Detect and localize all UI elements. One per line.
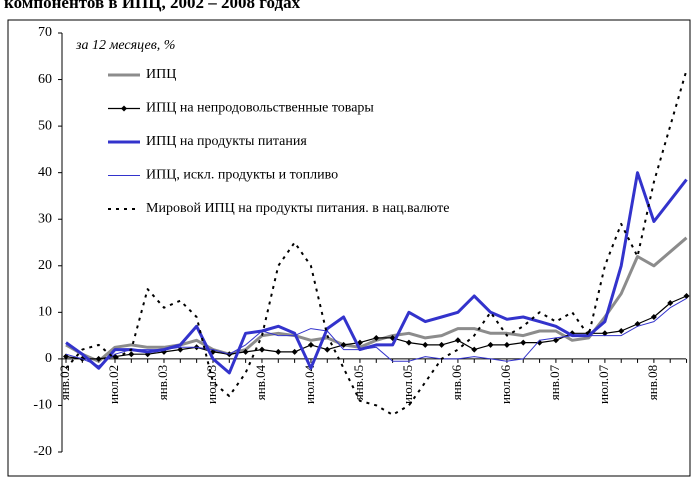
x-tick-label: янв.08 [645, 365, 660, 400]
y-tick-label: 0 [45, 351, 52, 366]
y-tick-label: 40 [38, 165, 52, 180]
x-tick-label: июл.05 [400, 365, 415, 404]
series-marker [95, 355, 102, 362]
y-tick-label: 10 [38, 305, 52, 320]
series-line [65, 69, 688, 416]
series-marker [667, 300, 674, 307]
legend-marker [121, 105, 127, 112]
series-marker [618, 327, 625, 334]
x-tick-label: июл.07 [596, 364, 611, 404]
series-marker [438, 341, 445, 348]
x-tick-label: янв.04 [253, 364, 268, 400]
series-marker [552, 337, 559, 344]
legend-label: ИПЦ [146, 67, 176, 82]
series-marker [422, 341, 429, 348]
x-tick-label: янв.06 [449, 364, 464, 400]
x-tick-label: янв.05 [351, 365, 366, 400]
y-tick-label: 70 [38, 25, 52, 40]
series-marker [242, 348, 249, 355]
x-tick-label: июл.04 [302, 364, 317, 404]
y-tick-label: 30 [38, 211, 52, 226]
series-marker [291, 348, 298, 355]
x-tick-label: янв.07 [547, 364, 562, 400]
series-marker [307, 341, 314, 348]
x-tick-label: янв.02 [57, 365, 72, 400]
y-tick-label: 60 [38, 72, 52, 87]
legend-label: ИПЦ, искл. продукты и топливо [146, 168, 338, 183]
series-line [65, 236, 688, 363]
y-tick-label: 50 [38, 118, 52, 133]
legend-label: Мировой ИПЦ на продукты питания. в нац.в… [146, 201, 449, 216]
series-marker [258, 346, 265, 353]
x-tick-label: июл.02 [106, 365, 121, 404]
series-marker [650, 313, 657, 320]
series-marker [405, 339, 412, 346]
y-tick-label: 20 [38, 258, 52, 273]
annotation: за 12 месяцев, % [75, 38, 175, 53]
series-marker [324, 346, 331, 353]
chart-title: компонентов в ИПЦ, 2002 – 2008 годах [4, 0, 301, 12]
x-tick-label: июл.06 [498, 364, 513, 404]
legend-label: ИПЦ на непродовольственные товары [146, 101, 374, 116]
y-tick-label: -10 [33, 398, 52, 413]
legend-label: ИПЦ на продукты питания [146, 134, 307, 149]
series-marker [536, 339, 543, 346]
series-marker [683, 293, 690, 300]
series-marker [275, 348, 282, 355]
series-marker [601, 330, 608, 337]
series-marker [177, 346, 184, 353]
series-marker [454, 337, 461, 344]
series-marker [487, 341, 494, 348]
series-marker [373, 334, 380, 341]
x-tick-label: янв.03 [155, 365, 170, 400]
x-tick-label: июл.03 [204, 365, 219, 404]
series-marker [471, 346, 478, 353]
series-line [65, 297, 687, 367]
series-marker [340, 341, 347, 348]
chart-frame [7, 19, 691, 477]
series-marker [520, 339, 527, 346]
series-marker [128, 351, 135, 358]
series-marker [503, 341, 510, 348]
y-tick-label: -20 [33, 444, 52, 459]
